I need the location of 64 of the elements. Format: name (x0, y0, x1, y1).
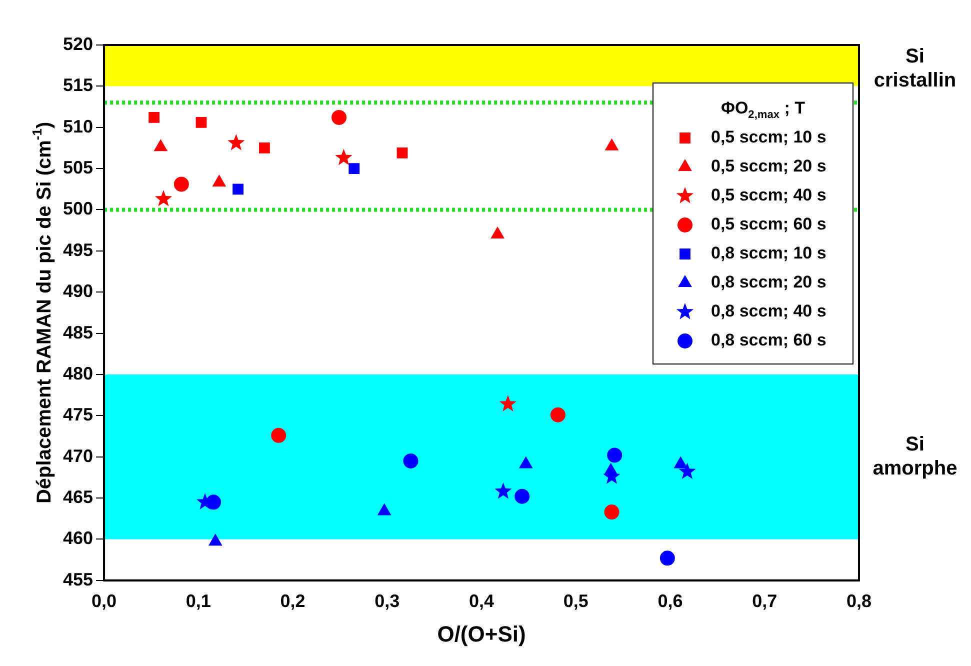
legend-label: 0,5 sccm; 20 s (711, 156, 826, 176)
legend-label: 0,8 sccm; 20 s (711, 272, 826, 292)
y-tick-label: 505 (62, 158, 94, 178)
y-tick-label: 510 (62, 116, 94, 136)
band-label: Si cristallin (874, 46, 956, 92)
y-tick-label: 460 (62, 528, 94, 548)
y-tick-label: 490 (62, 281, 94, 302)
y-tick-label: 500 (62, 198, 94, 219)
point (154, 190, 172, 206)
y-tick-label: 470 (62, 446, 94, 466)
point (490, 226, 504, 238)
y-tick-label: 475 (62, 404, 94, 425)
legend-label: 0,8 sccm; 60 s (711, 330, 826, 350)
point (335, 148, 352, 166)
x-tick-label: 0,7 (752, 591, 778, 612)
point (154, 140, 168, 152)
point (519, 456, 532, 468)
x-tick-label: 0,0 (92, 591, 117, 612)
x-tick-label: 0,5 (563, 591, 588, 612)
point (196, 116, 207, 128)
legend-label: 0,8 sccm; 10 s (711, 244, 826, 263)
point (660, 550, 675, 566)
point (674, 456, 688, 468)
point (174, 176, 189, 192)
point (228, 134, 245, 150)
y-tick-label: 485 (62, 322, 94, 342)
point (499, 395, 516, 412)
legend-label: 0,5 sccm; 60 s (711, 214, 826, 234)
point (607, 448, 622, 463)
x-tick-label: 0,1 (186, 591, 211, 612)
point (550, 407, 566, 422)
y-tick-label: 455 (62, 569, 94, 590)
point (212, 175, 226, 187)
point (396, 147, 408, 158)
x-tick-label: 0,2 (280, 591, 306, 612)
point (271, 428, 286, 443)
x-tick-label: 0,8 (846, 591, 872, 612)
y-tick-label: 480 (62, 363, 94, 384)
y-tick-label: 520 (62, 34, 94, 54)
y-tick-label: 465 (62, 487, 94, 507)
point (259, 142, 270, 154)
legend-label: 0,5 sccm; 40 s (711, 186, 826, 205)
point (494, 482, 512, 499)
y-tick-label: 495 (62, 240, 94, 260)
point (678, 462, 696, 479)
band-label: Si amorphe (872, 433, 958, 480)
legend-label: 0,8 sccm; 40 s (711, 302, 826, 321)
y-axis-title: Déplacement RAMAN du pic de Si (cm-1) (30, 122, 56, 504)
point (378, 504, 391, 516)
y-tick-label: 515 (62, 75, 94, 96)
point (604, 504, 620, 520)
x-tick-label: 0,3 (374, 591, 400, 612)
point (605, 138, 618, 150)
point (148, 112, 160, 123)
point (403, 453, 418, 468)
point (332, 110, 347, 125)
point (514, 488, 530, 504)
x-axis-title: O/(O+Si) (437, 621, 526, 646)
point (232, 184, 244, 195)
point (348, 163, 360, 174)
x-tick-label: 0,6 (658, 591, 683, 612)
legend-label: 0,5 sccm; 10 s (711, 128, 826, 147)
x-tick-label: 0,4 (469, 591, 494, 612)
point (208, 534, 222, 546)
